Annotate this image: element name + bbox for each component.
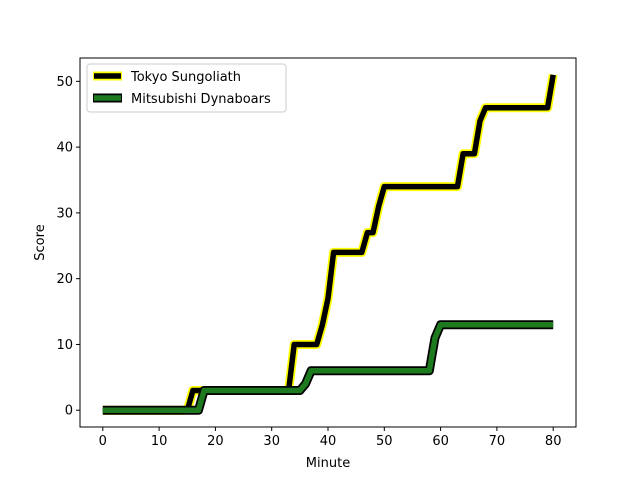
- x-tick-label: 70: [489, 434, 506, 449]
- y-tick-label: 20: [56, 272, 73, 287]
- legend-label: Mitsubishi Dynaboars: [131, 92, 271, 107]
- x-tick-label: 0: [99, 434, 107, 449]
- series-layer: [102, 74, 558, 415]
- y-axis-label: Score: [33, 224, 48, 260]
- x-tick-label: 50: [376, 434, 393, 449]
- y-tick-label: 30: [56, 206, 73, 221]
- legend-item: Mitsubishi Dynaboars: [93, 92, 271, 107]
- y-tick-label: 50: [56, 75, 73, 90]
- series-2: [102, 320, 554, 415]
- x-tick-label: 60: [432, 434, 449, 449]
- legend-box: [86, 63, 287, 113]
- x-axis: 0 10 20 30 40 50 60 70 80: [99, 427, 562, 449]
- x-axis-label: Minute: [306, 456, 350, 471]
- x-tick-label: 80: [545, 434, 562, 449]
- y-tick-label: 10: [56, 338, 73, 353]
- y-tick-label: 0: [65, 404, 73, 419]
- y-axis: 0 10 20 30 40 50: [56, 75, 80, 419]
- x-tick-label: 10: [151, 434, 168, 449]
- x-tick-label: 40: [320, 434, 337, 449]
- x-tick-label: 30: [263, 434, 280, 449]
- legend: Tokyo Sungoliath Mitsubishi Dynaboars: [86, 63, 287, 113]
- series-line: [102, 321, 554, 413]
- x-tick-label: 20: [207, 434, 224, 449]
- legend-item: Tokyo Sungoliath: [93, 70, 241, 85]
- y-tick-label: 40: [56, 141, 73, 156]
- legend-label: Tokyo Sungoliath: [130, 70, 241, 85]
